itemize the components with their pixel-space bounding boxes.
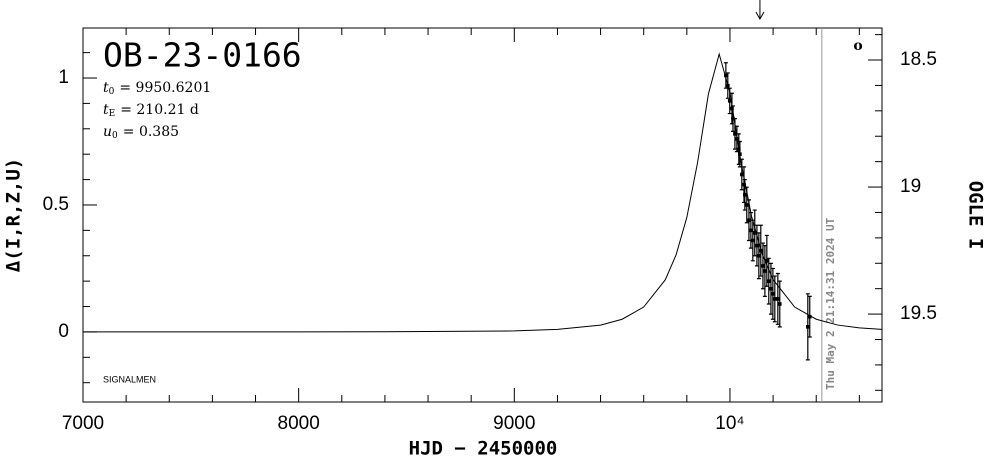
y-tick-label: 0: [58, 321, 69, 342]
symbol: o: [853, 38, 862, 54]
data-point: [737, 147, 741, 151]
data-point: [776, 297, 780, 301]
data-point: [735, 137, 739, 141]
y2-tick-label: 18.5: [900, 49, 937, 70]
param-symbol: u: [103, 124, 112, 140]
parameter: tE = 210.21 d: [103, 102, 199, 119]
data-point: [727, 99, 732, 103]
data-point: [777, 302, 782, 306]
chart-title: OB-23-0166: [103, 36, 302, 75]
data-point: [733, 132, 737, 136]
data-point: [743, 193, 747, 197]
param-symbol: t: [103, 102, 109, 118]
data-point: [749, 228, 753, 233]
param-subscript: 0: [109, 87, 115, 97]
data-point: [747, 218, 751, 223]
x-axis-label: HJD − 2450000: [409, 438, 558, 459]
data-point: [757, 253, 761, 258]
data-point: [807, 314, 812, 319]
data-point: [744, 203, 749, 207]
param-subscript: E: [109, 109, 116, 119]
data-point: [771, 292, 775, 296]
data-point: [752, 231, 757, 235]
data-point: [763, 269, 767, 273]
data-point: [726, 83, 730, 88]
timestamp: Thu May 2 21:14:31 2024 UT: [824, 217, 837, 390]
param-subscript: 0: [112, 131, 118, 141]
data-point: [755, 243, 759, 248]
credit: SIGNALMEN: [103, 374, 156, 384]
parameter: u0 = 0.385: [103, 124, 179, 141]
data-point: [730, 106, 734, 111]
data-point: [740, 172, 744, 177]
data-point: [773, 297, 777, 301]
y2-axis-label: OGLE I: [965, 181, 986, 250]
y2-tick-label: 19: [900, 176, 921, 197]
param-value: = 210.21 d: [120, 102, 199, 118]
arrow: [755, 0, 765, 21]
data-point: [769, 286, 773, 291]
param-value: = 0.385: [123, 124, 179, 140]
data-point: [738, 152, 742, 156]
model-curve: [82, 52, 883, 333]
data-point: [759, 248, 763, 253]
y2-tick-label: 19.5: [900, 303, 937, 324]
y-tick-label: 1: [58, 67, 69, 88]
data-point: [724, 73, 728, 78]
plot-frame: [82, 27, 883, 403]
data-point: [751, 238, 755, 243]
y-axis-label: Δ(I,R,Z,U): [3, 158, 25, 272]
data-point: [766, 279, 771, 283]
x-tick-label: 8000: [278, 413, 320, 434]
data-point: [742, 182, 746, 187]
x-tick-label: 7000: [62, 413, 104, 434]
x-tick-label: 9000: [493, 413, 535, 434]
param-value: = 9950.6201: [119, 80, 211, 96]
param-symbol: t: [103, 80, 109, 96]
data-point: [765, 259, 769, 263]
data-point: [761, 264, 765, 268]
y-tick-label: 0.5: [43, 194, 69, 215]
x-tick-label: 10⁴: [715, 413, 744, 434]
data-point: [806, 325, 810, 329]
parameter: t0 = 9950.6201: [103, 80, 211, 97]
